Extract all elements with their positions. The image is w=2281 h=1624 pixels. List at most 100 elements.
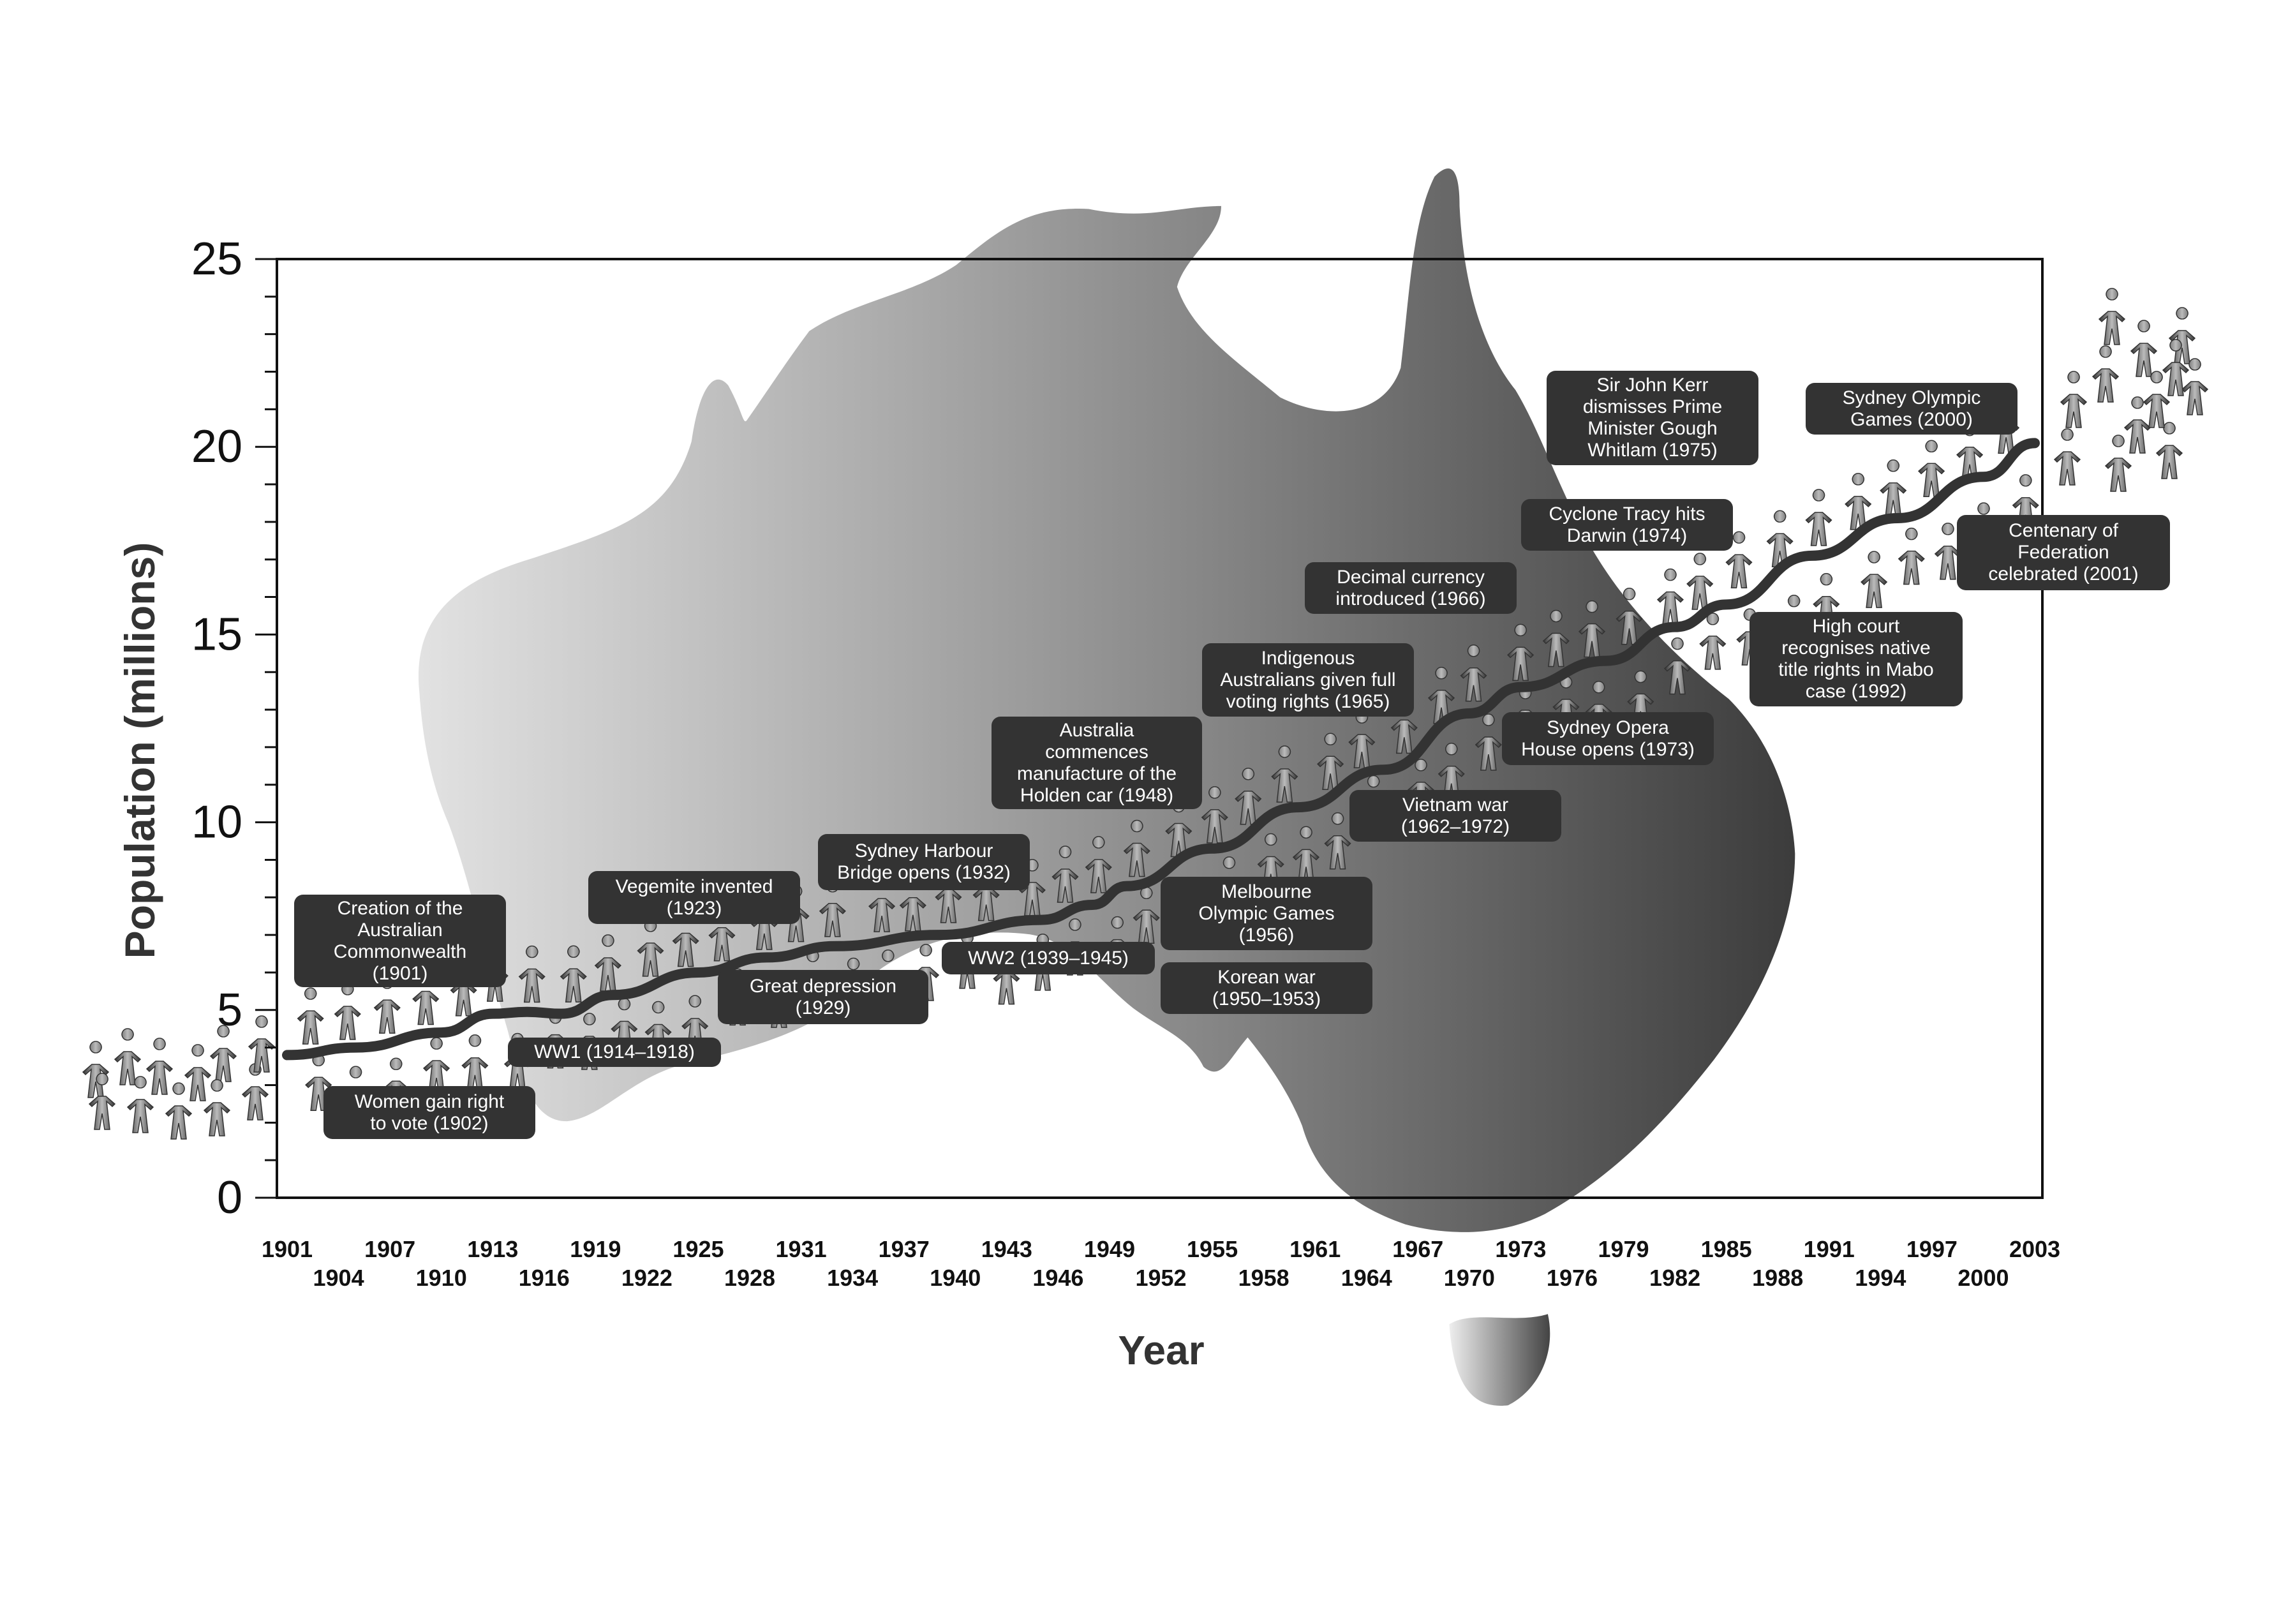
person-icon <box>2123 396 2151 454</box>
person-icon <box>1861 551 1888 608</box>
person-icon <box>297 987 324 1045</box>
person-shape <box>1766 510 1794 568</box>
person-shape <box>560 945 587 1003</box>
person-icon <box>1271 745 1298 803</box>
event-label: Sydney Olympic Games (2000) <box>1806 383 2017 435</box>
person-icon <box>1475 713 1502 771</box>
x-tick-label: 1901 <box>262 1236 313 1262</box>
person-icon <box>1324 812 1351 870</box>
person-shape <box>1686 553 1714 610</box>
person-icon <box>248 1015 276 1073</box>
x-tick-label: 1916 <box>519 1265 570 1291</box>
person-shape <box>1201 786 1228 844</box>
person-shape <box>1292 826 1320 884</box>
person-icon <box>594 934 621 992</box>
x-tick-label: 1946 <box>1032 1265 1083 1291</box>
x-tick-label: 1976 <box>1547 1265 1598 1291</box>
person-shape <box>88 1073 116 1130</box>
person-icon <box>82 1041 110 1098</box>
x-tick-label: 1940 <box>930 1265 981 1291</box>
x-tick-label: 1910 <box>416 1265 467 1291</box>
x-tick-label: 1964 <box>1341 1265 1392 1291</box>
person-shape <box>297 987 324 1045</box>
person-icon <box>203 1079 231 1136</box>
person-icon <box>2155 422 2183 479</box>
person-shape <box>2092 345 2120 403</box>
x-tick-label: 1925 <box>672 1236 724 1262</box>
x-tick-label: 1931 <box>776 1236 827 1262</box>
x-tick-label: 2000 <box>1958 1265 2009 1291</box>
person-icon <box>1051 846 1079 903</box>
person-shape <box>1507 623 1534 682</box>
person-icon <box>1917 440 1945 498</box>
person-icon <box>1845 473 1872 530</box>
person-shape <box>1699 613 1727 670</box>
person-shape <box>1845 473 1872 530</box>
person-icon <box>1880 459 1907 517</box>
person-shape <box>126 1076 154 1133</box>
x-tick-label: 1934 <box>827 1265 878 1291</box>
person-icon <box>1317 733 1344 791</box>
y-tick-label: 0 <box>217 1172 242 1223</box>
person-icon <box>1686 553 1714 610</box>
person-shape <box>248 1015 276 1073</box>
person-shape <box>1324 812 1351 870</box>
person-icon <box>461 1034 489 1092</box>
person-icon <box>2143 371 2171 428</box>
person-icon <box>2181 358 2209 415</box>
person-icon <box>1542 609 1570 667</box>
person-icon <box>1235 768 1262 825</box>
x-tick-label: 1907 <box>364 1236 415 1262</box>
person-shape <box>209 1025 237 1082</box>
person-icon <box>560 945 587 1003</box>
y-tick-label: 20 <box>191 421 242 472</box>
event-label: Great depression (1929) <box>718 970 928 1024</box>
person-shape <box>2181 358 2209 415</box>
y-tick-label: 5 <box>217 985 242 1036</box>
event-label: WW1 (1914–1918) <box>508 1038 721 1067</box>
person-icon <box>422 1037 450 1094</box>
event-label: Creation of the Australian Commonwealth … <box>294 895 506 987</box>
event-label: Sir John Kerr dismisses Prime Minister G… <box>1547 371 1758 465</box>
person-icon <box>2092 345 2120 403</box>
person-icon <box>126 1076 154 1133</box>
person-shape <box>165 1082 193 1140</box>
person-icon <box>1663 637 1691 695</box>
person-icon <box>209 1025 237 1082</box>
x-axis-title: Year <box>1118 1327 1205 1373</box>
person-icon <box>1507 623 1534 682</box>
person-icon <box>145 1038 174 1095</box>
person-icon <box>1460 644 1487 702</box>
x-tick-label: 1904 <box>313 1265 364 1291</box>
person-shape <box>1663 637 1691 695</box>
person-shape <box>2130 320 2158 377</box>
person-shape <box>334 983 361 1040</box>
person-shape <box>2053 428 2081 486</box>
person-shape <box>1123 819 1150 877</box>
person-icon <box>1898 528 1925 585</box>
event-label: Korean war (1950–1953) <box>1161 962 1372 1014</box>
person-icon <box>1578 600 1606 658</box>
person-icon <box>1805 489 1832 546</box>
person-icon <box>518 945 546 1003</box>
event-label: Cyclone Tracy hits Darwin (1974) <box>1521 499 1733 551</box>
person-icon <box>184 1044 212 1101</box>
person-shape <box>1917 440 1945 498</box>
person-shape <box>2143 371 2171 428</box>
person-icon <box>2053 428 2081 486</box>
event-label: Vietnam war (1962–1972) <box>1349 790 1561 842</box>
x-tick-label: 1994 <box>1855 1265 1906 1291</box>
person-shape <box>82 1041 110 1098</box>
x-tick-label: 1967 <box>1392 1236 1443 1262</box>
x-tick-label: 1919 <box>570 1236 621 1262</box>
x-tick-label: 1922 <box>621 1265 672 1291</box>
x-tick-label: 1943 <box>981 1236 1032 1262</box>
person-shape <box>2123 396 2151 454</box>
person-icon <box>1616 588 1643 645</box>
x-tick-label: 1952 <box>1135 1265 1186 1291</box>
person-shape <box>1051 846 1079 903</box>
x-tick-label: 1970 <box>1444 1265 1495 1291</box>
population-line <box>282 438 2040 1061</box>
person-icon <box>2162 339 2190 396</box>
